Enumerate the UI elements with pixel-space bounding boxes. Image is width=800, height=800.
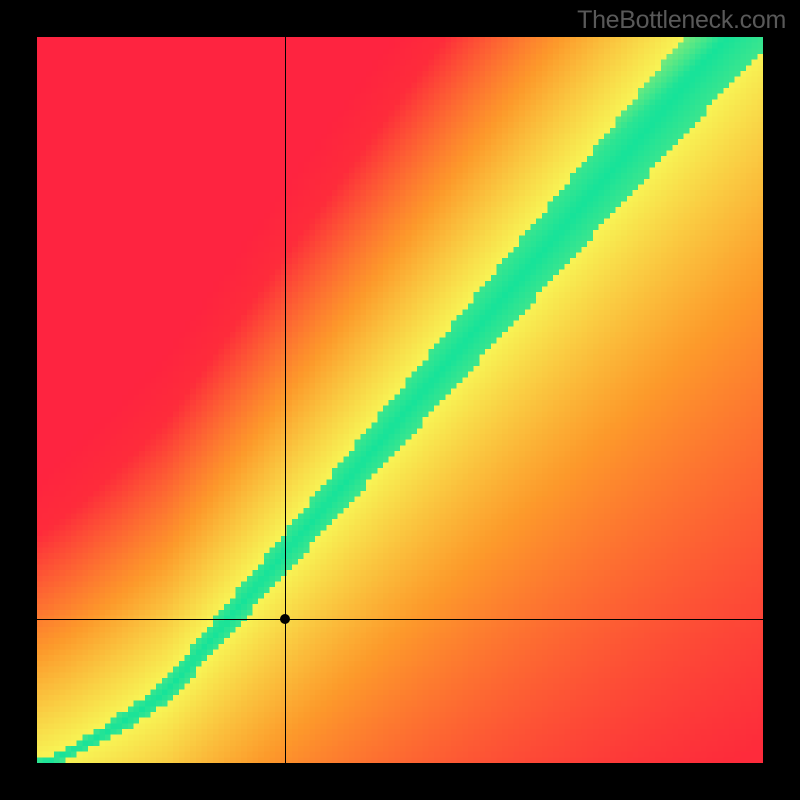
heatmap-canvas (37, 37, 763, 763)
crosshair-horizontal (37, 619, 763, 620)
marker-dot (280, 614, 290, 624)
heatmap-plot (37, 37, 763, 763)
crosshair-vertical (285, 37, 286, 763)
watermark-text: TheBottleneck.com (577, 6, 786, 35)
